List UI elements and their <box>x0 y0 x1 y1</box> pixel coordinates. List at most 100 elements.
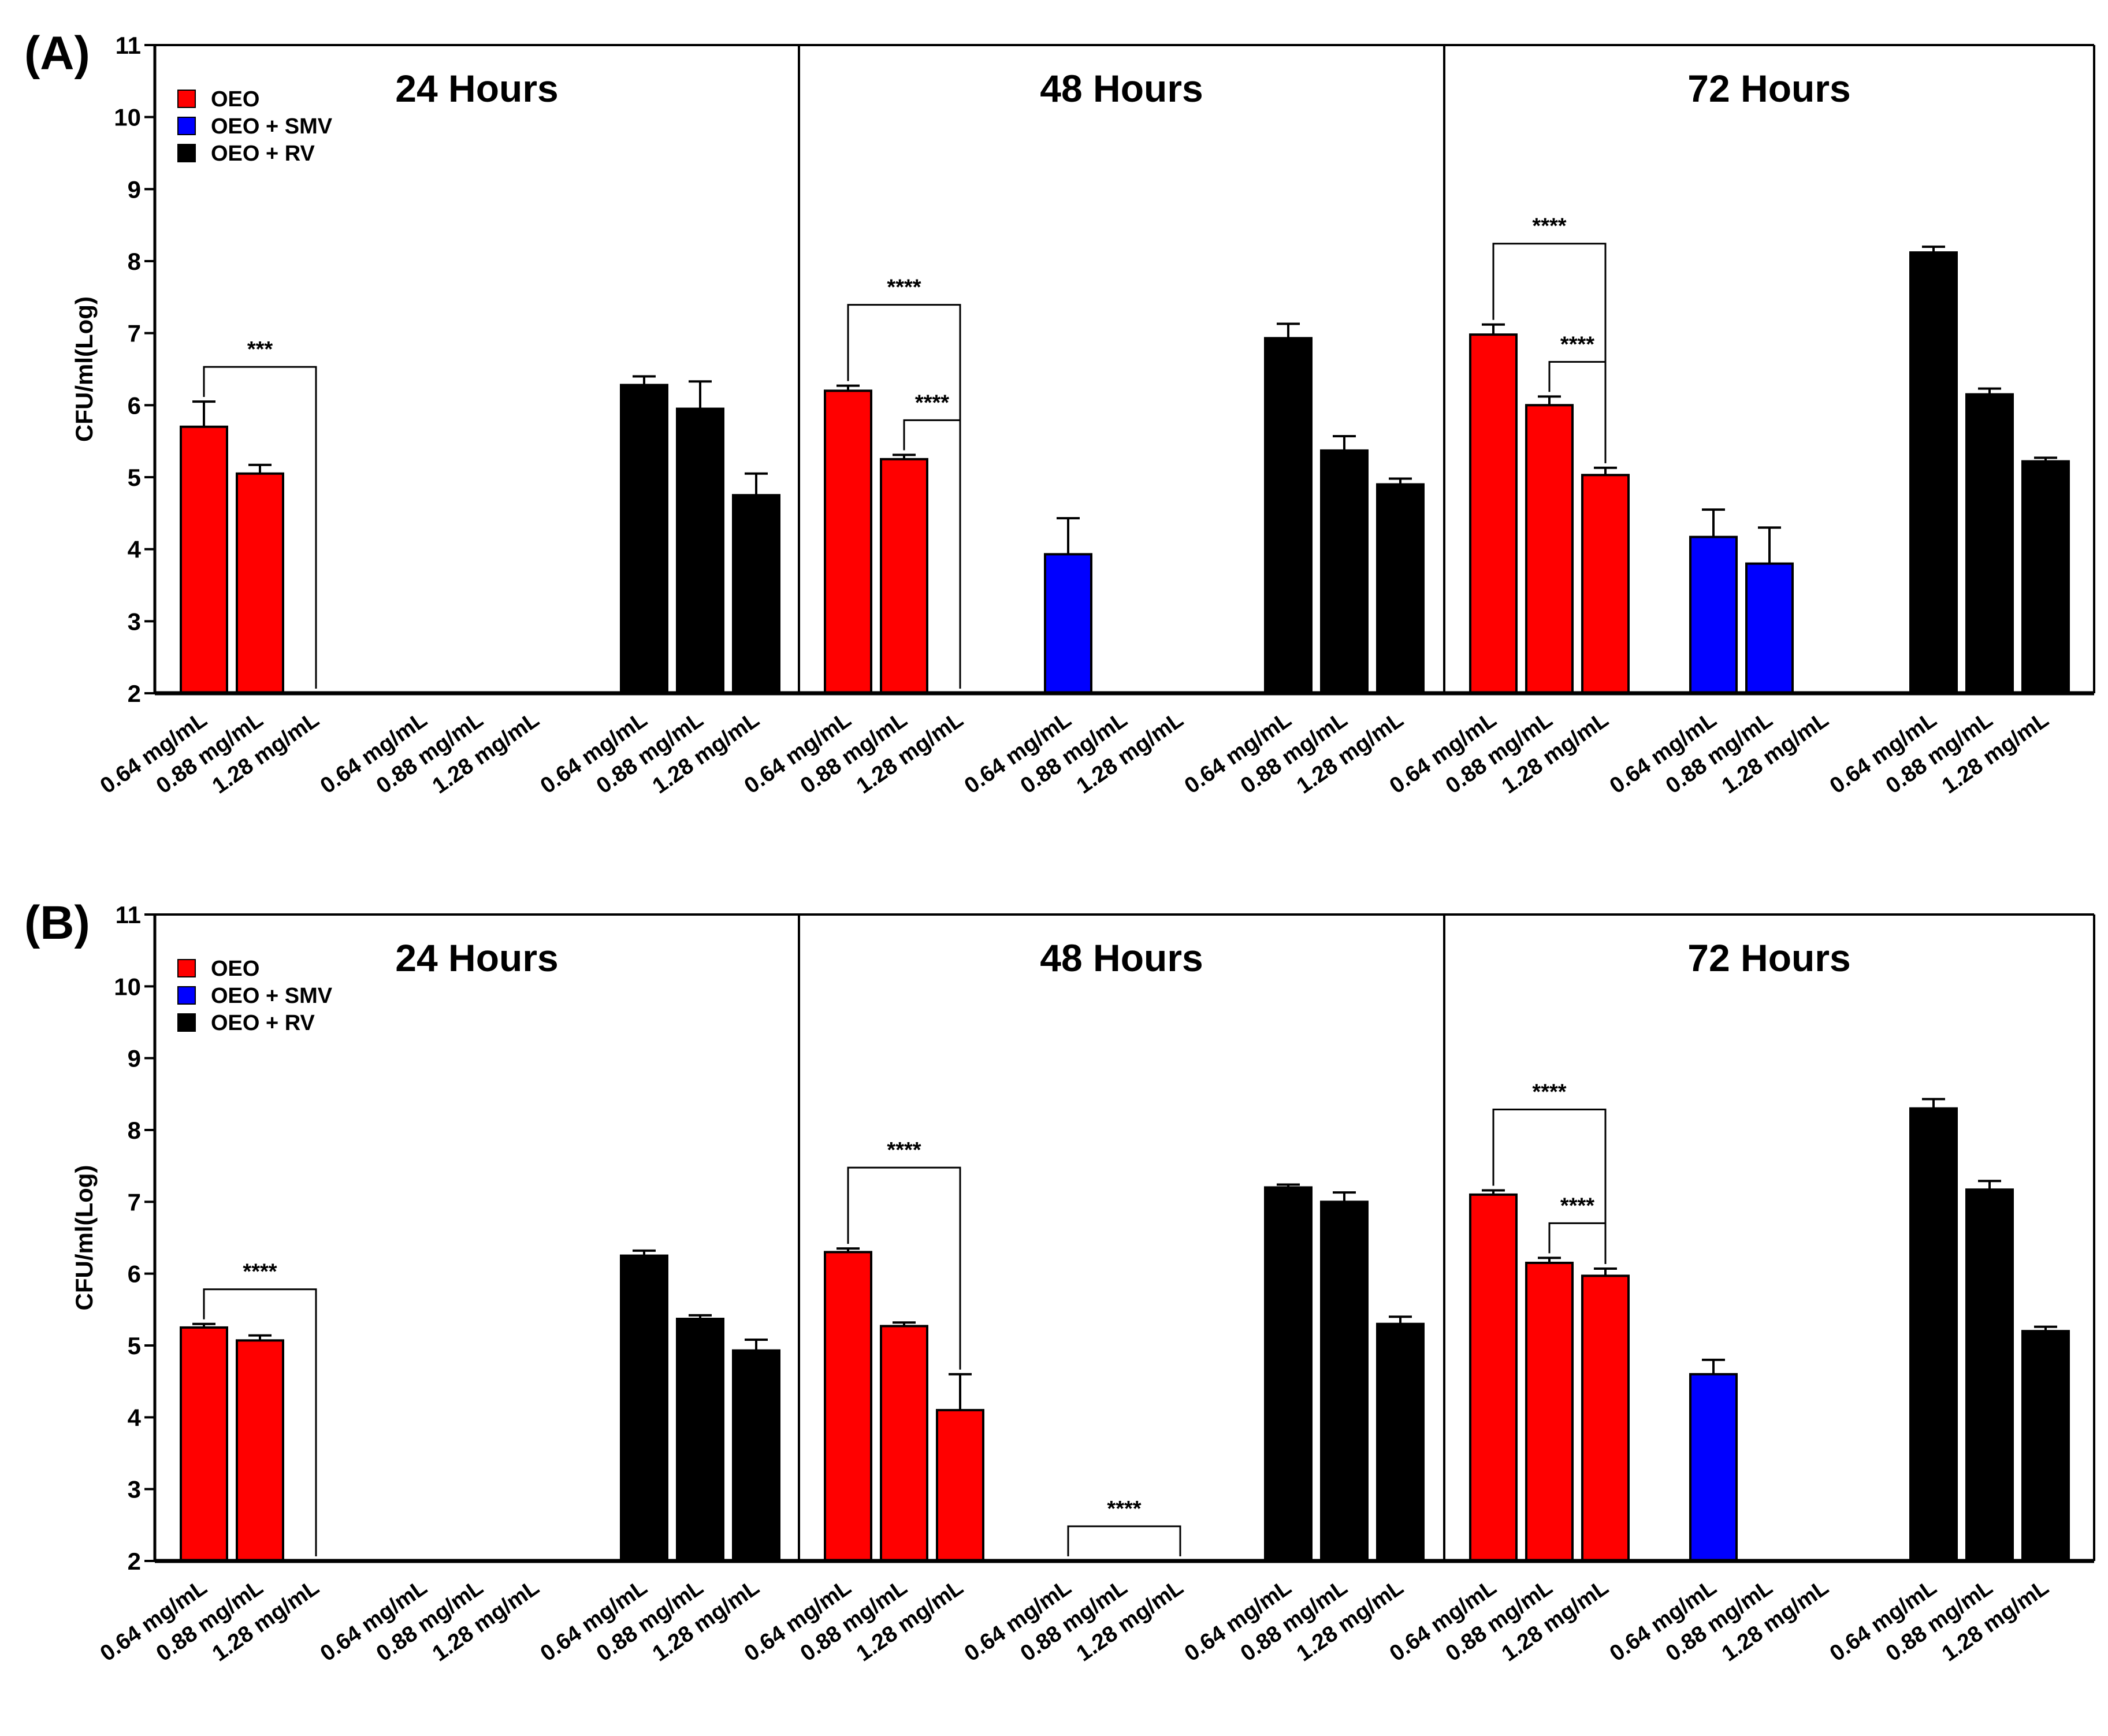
bar <box>676 407 724 694</box>
y-axis-label: CFU/ml(Log) <box>70 1165 98 1311</box>
panel-label: (A) <box>24 27 90 80</box>
significance-bracket <box>1548 1222 1607 1264</box>
panel-label: (B) <box>24 897 90 949</box>
significance-label: **** <box>887 276 921 300</box>
legend-swatch <box>177 1013 196 1032</box>
group-title: 48 Hours <box>1040 67 1203 110</box>
y-tick-label: 4 <box>128 1404 142 1431</box>
significance-label: *** <box>247 337 273 362</box>
panel-b: (B) 2 3 4 5 6 7 8 9 10 11 CFU/ml(Log) OEO OEO + SMV OE… <box>24 897 2095 1666</box>
bar <box>1909 1107 1958 1562</box>
significance-bracket <box>203 1288 317 1556</box>
bar <box>732 494 780 695</box>
y-tick-label: 5 <box>128 464 141 491</box>
bar <box>1525 404 1574 694</box>
y-tick-label: 9 <box>128 1045 141 1072</box>
significance-bracket <box>847 1166 961 1370</box>
y-tick-label: 5 <box>128 1332 141 1359</box>
bar <box>1909 251 1958 695</box>
bar <box>880 458 928 694</box>
legend-label: OEO <box>211 957 259 981</box>
y-tick-label: 11 <box>116 32 141 59</box>
group-title: 72 Hours <box>1687 67 1850 110</box>
legend-label: OEO <box>211 87 259 111</box>
y-tick-label: 7 <box>128 1188 141 1215</box>
bar <box>1320 449 1369 695</box>
legend-label: OEO + SMV <box>211 114 333 139</box>
bar <box>1581 474 1630 694</box>
bar <box>2021 1330 2070 1562</box>
group-title: 24 Hours <box>395 936 558 979</box>
bar <box>620 1254 668 1562</box>
bar <box>880 1325 928 1562</box>
bar <box>824 1251 872 1563</box>
bar <box>936 1408 984 1562</box>
y-tick-label: 11 <box>116 901 141 928</box>
significance-label: **** <box>887 1138 921 1162</box>
bar <box>1469 1193 1518 1562</box>
y-tick-label: 8 <box>128 248 141 275</box>
significance-label: **** <box>915 391 949 415</box>
significance-bracket <box>1492 1108 1607 1264</box>
legend-label: OEO + SMV <box>211 984 333 1008</box>
bar <box>1965 1188 2014 1563</box>
bar <box>236 1339 284 1562</box>
bar <box>180 1326 228 1563</box>
bar <box>1264 1186 1313 1562</box>
bar <box>2021 460 2070 694</box>
y-tick-label: 3 <box>128 608 141 635</box>
bar <box>1745 562 1794 694</box>
y-tick-label: 7 <box>128 320 141 347</box>
bar <box>180 425 228 694</box>
y-axis-label: CFU/ml(Log) <box>70 296 98 442</box>
y-tick-label: 10 <box>114 973 141 1000</box>
group-title: 24 Hours <box>395 67 558 110</box>
significance-bracket <box>903 419 961 689</box>
bar <box>824 389 872 694</box>
panel-a: (A) 2 3 4 5 6 7 8 9 10 11 CFU/ml(Log) OEO OEO + SMV OE… <box>24 27 2095 798</box>
bar <box>1320 1200 1369 1562</box>
significance-label: **** <box>1532 214 1566 239</box>
bar <box>1376 1322 1425 1562</box>
bar <box>1264 337 1313 694</box>
legend-swatch <box>177 90 196 108</box>
significance-bracket <box>1548 360 1607 463</box>
bar <box>1469 333 1518 694</box>
y-tick-label: 2 <box>128 680 141 707</box>
significance-label: **** <box>1560 1194 1594 1218</box>
y-tick-label: 8 <box>128 1117 141 1144</box>
y-tick-label: 3 <box>128 1476 141 1503</box>
bar <box>1965 393 2014 694</box>
significance-bracket <box>1492 243 1607 463</box>
significance-label: **** <box>1560 332 1594 356</box>
bar <box>1525 1262 1574 1562</box>
bar <box>1581 1274 1630 1563</box>
legend-swatch <box>177 986 196 1005</box>
bar <box>1689 1373 1738 1563</box>
y-tick-label: 2 <box>128 1548 141 1575</box>
bar <box>1376 483 1425 694</box>
significance-bracket <box>203 366 317 689</box>
bar <box>236 472 284 694</box>
bar <box>1044 553 1092 694</box>
y-tick-label: 4 <box>128 536 142 563</box>
y-tick-label: 6 <box>128 1261 141 1288</box>
significance-bracket <box>1067 1525 1181 1556</box>
legend-label: OEO + RV <box>211 1011 315 1035</box>
legend-label: OEO + RV <box>211 142 315 166</box>
bar <box>620 384 668 694</box>
bar <box>732 1349 780 1563</box>
group-title: 48 Hours <box>1040 936 1203 979</box>
legend-swatch <box>177 144 196 162</box>
significance-label: **** <box>243 1260 277 1284</box>
y-tick-label: 6 <box>128 392 141 419</box>
legend-swatch <box>177 117 196 135</box>
significance-label: **** <box>1107 1497 1141 1521</box>
bar <box>1689 536 1738 694</box>
significance-label: **** <box>1532 1080 1566 1104</box>
y-tick-label: 9 <box>128 176 141 203</box>
bar <box>676 1317 724 1562</box>
y-tick-label: 10 <box>114 104 141 131</box>
group-title: 72 Hours <box>1687 936 1850 979</box>
